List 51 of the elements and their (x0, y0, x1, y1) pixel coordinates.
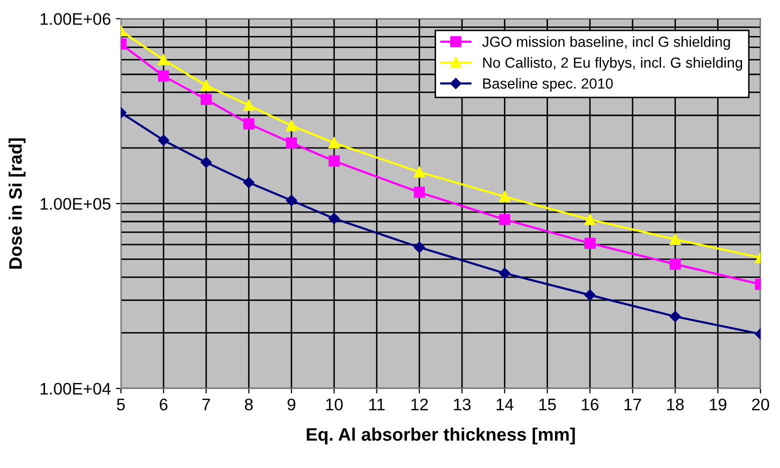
x-tick-label: 19 (710, 398, 726, 410)
point (499, 214, 510, 226)
point (670, 310, 681, 322)
x-tick-label: 15 (539, 398, 556, 410)
y-tick-label: 1.00E+06 (40, 13, 110, 25)
x-tick-label: 11 (369, 398, 385, 410)
point (584, 289, 596, 301)
x-tick-label: 20 (752, 398, 770, 410)
point (158, 134, 170, 146)
x-tick-label: 17 (624, 398, 642, 410)
y-tick-label: 1.00E+05 (40, 198, 110, 210)
x-axis-title: Eq. Al absorber thickness [mm] (306, 428, 575, 444)
x-tick-label: 12 (411, 398, 428, 410)
point (286, 194, 298, 206)
point (200, 80, 212, 92)
point (584, 214, 596, 226)
x-tick-label: 16 (582, 398, 598, 410)
legend-label: Baseline spec. 2010 (483, 78, 613, 92)
point (414, 242, 425, 253)
point (414, 186, 425, 198)
x-tick-label: 14 (496, 398, 514, 410)
legend-label: JGO mission baseline, incl G shielding (482, 36, 730, 50)
x-tick-label: 6 (160, 398, 168, 410)
point (499, 268, 510, 279)
point (670, 234, 681, 245)
point (328, 155, 340, 167)
point (243, 118, 254, 130)
x-tick-label: 7 (202, 398, 210, 410)
x-tick-label: 18 (667, 398, 684, 410)
point (414, 166, 425, 178)
x-tick-label: 5 (116, 398, 125, 410)
x-tick-label: 9 (288, 398, 296, 410)
x-tick-label: 13 (454, 398, 471, 410)
point (286, 137, 298, 148)
point (584, 238, 596, 249)
x-tick-label: 8 (244, 398, 253, 410)
point (200, 156, 212, 168)
legend-label: No Callisto, 2 Eu flybys, incl. G shielding (483, 57, 742, 71)
point (328, 137, 340, 148)
x-tick-label: 10 (326, 398, 343, 410)
point (243, 100, 254, 111)
point (499, 191, 510, 202)
y-tick-label: 1.00E+04 (40, 382, 111, 395)
y-axis-title: Dose in Si [rad] (8, 138, 26, 269)
point (670, 258, 681, 270)
point (158, 70, 170, 82)
point (200, 94, 212, 105)
point (286, 120, 298, 132)
point (158, 54, 170, 66)
point (243, 176, 254, 188)
point (328, 212, 340, 224)
